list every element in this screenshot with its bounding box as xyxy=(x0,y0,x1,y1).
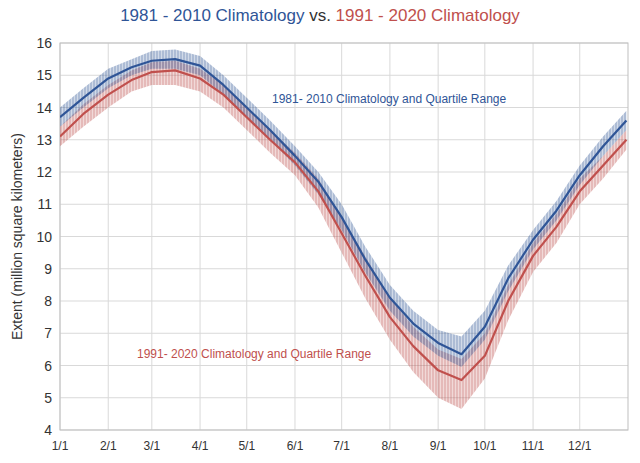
x-tick-label: 3/1 xyxy=(143,439,160,453)
plot-frame xyxy=(60,43,628,430)
annotation: 1991- 2020 Climatology and Quartile Rang… xyxy=(137,347,371,361)
x-tick-label: 5/1 xyxy=(238,439,255,453)
title-part: 1981 - 2010 Climatology xyxy=(120,6,305,25)
y-tick-label: 6 xyxy=(44,358,52,374)
x-tick-label: 11/1 xyxy=(522,439,545,453)
y-tick-label: 11 xyxy=(37,196,52,212)
climatology-line xyxy=(60,59,626,354)
chart-title: 1981 - 2010 Climatology vs. 1991 - 2020 … xyxy=(120,6,520,25)
x-tick-label: 2/1 xyxy=(100,439,117,453)
y-tick-label: 13 xyxy=(36,132,52,148)
y-tick-label: 12 xyxy=(36,164,52,180)
y-grid-line xyxy=(60,139,628,140)
y-grid-line xyxy=(60,172,628,173)
x-grid-line xyxy=(200,43,201,430)
x-tick-label: 7/1 xyxy=(333,439,350,453)
y-tick-label: 7 xyxy=(44,325,52,341)
x-tick-label: 9/1 xyxy=(430,439,447,453)
y-grid-line xyxy=(60,397,628,398)
y-tick-label: 14 xyxy=(36,100,52,116)
y-tick-label: 5 xyxy=(44,390,52,406)
x-tick-label: 1/1 xyxy=(52,439,69,453)
x-tick-label: 6/1 xyxy=(287,439,304,453)
y-grid-line xyxy=(60,107,628,108)
y-tick-label: 4 xyxy=(44,422,52,438)
climatology-line xyxy=(60,70,626,380)
y-grid-line xyxy=(60,301,628,302)
x-tick-label: 10/1 xyxy=(473,439,497,453)
data-group xyxy=(60,49,626,409)
y-grid-line xyxy=(60,333,628,334)
x-tick-label: 4/1 xyxy=(192,439,209,453)
y-tick-label: 10 xyxy=(36,229,52,245)
grid xyxy=(60,43,628,430)
title-part: 1991 - 2020 Climatology xyxy=(336,6,521,25)
y-grid-line xyxy=(60,365,628,366)
y-tick-label: 8 xyxy=(44,293,52,309)
title-part: vs. xyxy=(304,6,335,25)
y-tick-label: 16 xyxy=(36,35,52,51)
y-tick-label: 15 xyxy=(36,67,52,83)
y-grid-line xyxy=(60,268,628,269)
x-tick-label: 12/1 xyxy=(568,439,592,453)
x-grid-line xyxy=(579,43,580,430)
x-tick-label: 8/1 xyxy=(382,439,399,453)
y-grid-line xyxy=(60,204,628,205)
y-axis-label: Extent (million square kilometers) xyxy=(9,133,25,340)
quartile-band xyxy=(60,49,626,367)
chart: 4 5 6 7 8 9 10 11 12 13 14 15 16 1/1 2/1 3/1 4/1 5/1 6/1 7/… xyxy=(0,0,640,463)
x-grid-line xyxy=(151,43,152,430)
annotation: 1981- 2010 Climatology and Quartile Rang… xyxy=(272,92,506,106)
y-tick-label: 9 xyxy=(44,261,52,277)
